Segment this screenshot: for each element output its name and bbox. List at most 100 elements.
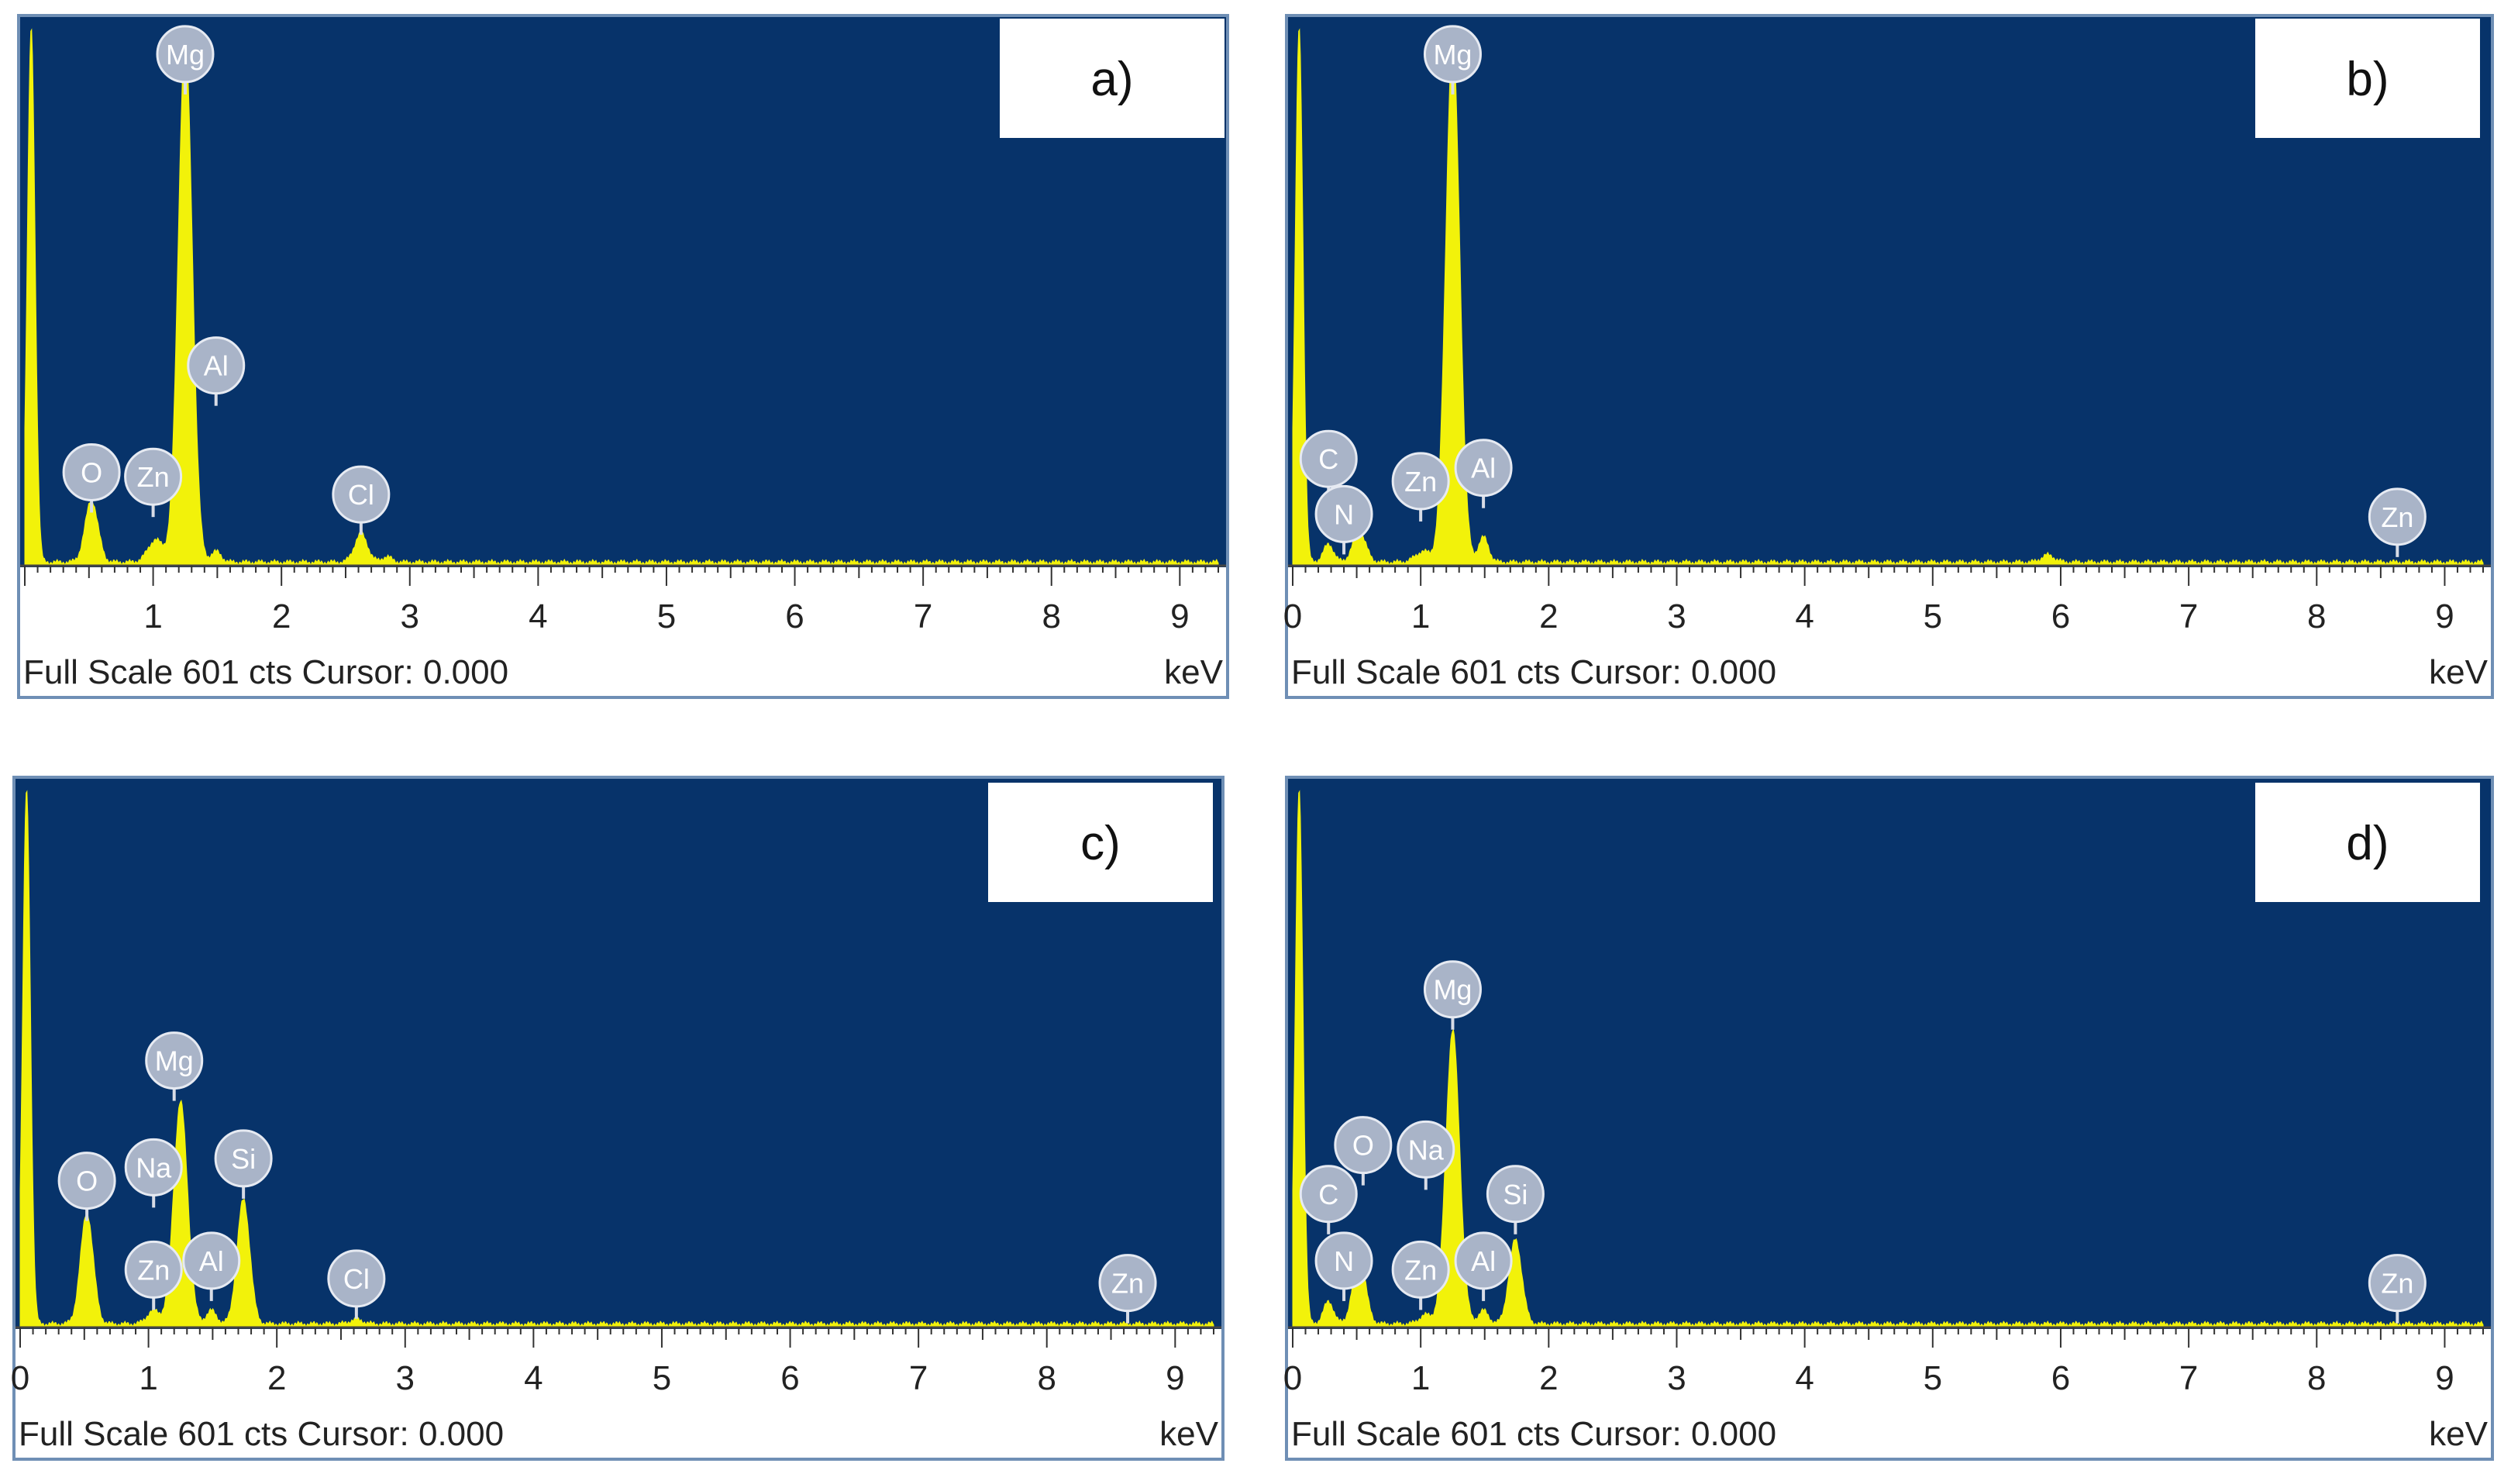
panel-label: b) xyxy=(2346,53,2389,106)
x-tick-label: 2 xyxy=(267,1359,286,1397)
element-tag-badge xyxy=(1334,1116,1393,1175)
x-tick-label: 8 xyxy=(1042,597,1060,635)
element-tag-badge xyxy=(1454,439,1513,498)
element-tag-text: Al xyxy=(204,350,229,382)
element-tag-mg: Mg xyxy=(1423,25,1482,95)
x-tick-label: 6 xyxy=(780,1359,799,1397)
element-tag-badge xyxy=(332,465,391,524)
element-tag-text: O xyxy=(76,1166,98,1197)
element-tag-text: N xyxy=(1334,1245,1354,1277)
element-tag-badge xyxy=(327,1249,386,1308)
x-tick-label: 8 xyxy=(2307,597,2326,635)
x-tick-label: 5 xyxy=(657,597,676,635)
element-tag-text: Al xyxy=(199,1245,224,1277)
x-tick-label: 3 xyxy=(401,597,419,635)
element-tag-zn: Zn xyxy=(1098,1254,1157,1324)
element-tag-text: N xyxy=(1334,498,1354,530)
element-tag-n: N xyxy=(1314,1231,1373,1301)
x-tick-label: 8 xyxy=(2307,1359,2326,1397)
element-tag-al: Al xyxy=(182,1231,241,1301)
element-tag-cl: Cl xyxy=(327,1249,386,1319)
element-tag-text: Zn xyxy=(1404,1254,1437,1286)
x-tick-label: 5 xyxy=(653,1359,671,1397)
element-tag-text: O xyxy=(1352,1130,1374,1162)
x-unit-label: keV xyxy=(2429,653,2488,691)
element-tag-si: Si xyxy=(214,1129,273,1199)
x-tick-label: 2 xyxy=(272,597,291,635)
x-tick-label: 3 xyxy=(396,1359,415,1397)
element-tag-badge xyxy=(1391,1240,1450,1299)
x-tick-label: 1 xyxy=(1411,1359,1430,1397)
element-tag-si: Si xyxy=(1486,1165,1545,1234)
element-tag-badge xyxy=(1391,452,1450,511)
element-tag-o: O xyxy=(62,442,121,513)
x-tick-label: 6 xyxy=(2051,597,2070,635)
element-tag-text: Zn xyxy=(1111,1268,1144,1300)
element-tag-badge xyxy=(1486,1165,1545,1224)
element-tag-badge xyxy=(124,1138,183,1196)
x-tick-label: 6 xyxy=(785,597,804,635)
spectrum-panel-a: 1 2 3 4 5 6 7 8 9 Full Scale 601 cts Cursor: 0.00… xyxy=(17,14,1229,699)
x-tick-label: 7 xyxy=(2179,597,2198,635)
spectrum-area xyxy=(19,790,1214,1328)
x-tick-label: 9 xyxy=(2435,1359,2454,1397)
element-tag-text: Zn xyxy=(1404,466,1437,498)
element-tag-cl: Cl xyxy=(332,465,391,535)
x-tick-label: 6 xyxy=(2051,1359,2070,1397)
x-tick-label: 9 xyxy=(2435,597,2454,635)
x-tick-label: 2 xyxy=(1539,1359,1558,1397)
element-tag-badge xyxy=(156,25,215,84)
spectrum-area xyxy=(1292,790,2484,1328)
element-tag-badge xyxy=(124,447,183,506)
element-tag-text: Al xyxy=(1471,453,1496,484)
x-unit-label: keV xyxy=(2429,1415,2488,1453)
element-tag-text: Cl xyxy=(348,479,374,511)
spectrum-panel-c: 0 1 2 3 4 5 6 7 8 9 Full Scale 601 cts Cursor: 0.0… xyxy=(11,776,1224,1461)
element-tag-badge xyxy=(1454,1231,1513,1290)
element-tag-badge xyxy=(2368,1254,2427,1313)
x-tick-label: 7 xyxy=(914,597,932,635)
element-tag-text: Si xyxy=(1503,1179,1528,1210)
element-tag-text: Na xyxy=(136,1152,172,1183)
element-tag-badge xyxy=(124,1240,183,1299)
element-tag-mg: Mg xyxy=(156,25,215,95)
x-tick-label: 3 xyxy=(1667,597,1686,635)
element-tag-badge xyxy=(1314,1231,1373,1290)
element-tag-zn: Zn xyxy=(1391,452,1450,522)
x-tick-label: 9 xyxy=(1166,1359,1184,1397)
element-tag-badge xyxy=(1299,429,1358,488)
x-tick-label: 0 xyxy=(11,1359,29,1397)
element-tag-text: Zn xyxy=(137,461,170,493)
element-tag-al: Al xyxy=(1454,1231,1513,1301)
element-tag-mg: Mg xyxy=(1423,960,1482,1030)
element-tag-text: Al xyxy=(1471,1245,1496,1277)
panel-label: a) xyxy=(1090,53,1133,106)
element-tag-badge xyxy=(145,1031,204,1090)
element-tag-text: Zn xyxy=(2381,501,2413,533)
spectrum-panel-d: 0 1 2 3 4 5 6 7 8 9 Full Scale 601 cts Cursor: 0.0… xyxy=(1283,776,2494,1461)
element-tag-text: Cl xyxy=(343,1263,370,1295)
spectrum-panel-b: 0 1 2 3 4 5 6 7 8 9 Full Scale 601 cts Cursor: 0.0… xyxy=(1283,14,2494,699)
element-tag-al: Al xyxy=(1454,439,1513,508)
element-tag-badge xyxy=(182,1231,241,1290)
element-tag-text: Mg xyxy=(1433,974,1472,1006)
element-tag-na: Na xyxy=(124,1138,183,1208)
element-tag-zn: Zn xyxy=(124,447,183,518)
element-tag-text: Mg xyxy=(166,39,205,71)
status-line: Full Scale 601 cts Cursor: 0.000 xyxy=(1291,653,1776,691)
spectrum-area xyxy=(24,28,1219,566)
x-tick-label: 8 xyxy=(1037,1359,1056,1397)
element-tag-n: N xyxy=(1314,484,1373,555)
status-line: Full Scale 601 cts Cursor: 0.000 xyxy=(23,653,508,691)
x-tick-label: 1 xyxy=(143,597,162,635)
element-tag-zn: Zn xyxy=(2368,487,2427,557)
element-tag-c: C xyxy=(1299,429,1358,500)
x-tick-label: 1 xyxy=(139,1359,157,1397)
panel-label: d) xyxy=(2346,817,2389,870)
element-tag-mg: Mg xyxy=(145,1031,204,1101)
panel-label-box xyxy=(2255,19,2480,138)
spectrum-area xyxy=(1292,28,2484,566)
x-tick-label: 7 xyxy=(2179,1359,2198,1397)
element-tag-text: Zn xyxy=(137,1254,170,1286)
